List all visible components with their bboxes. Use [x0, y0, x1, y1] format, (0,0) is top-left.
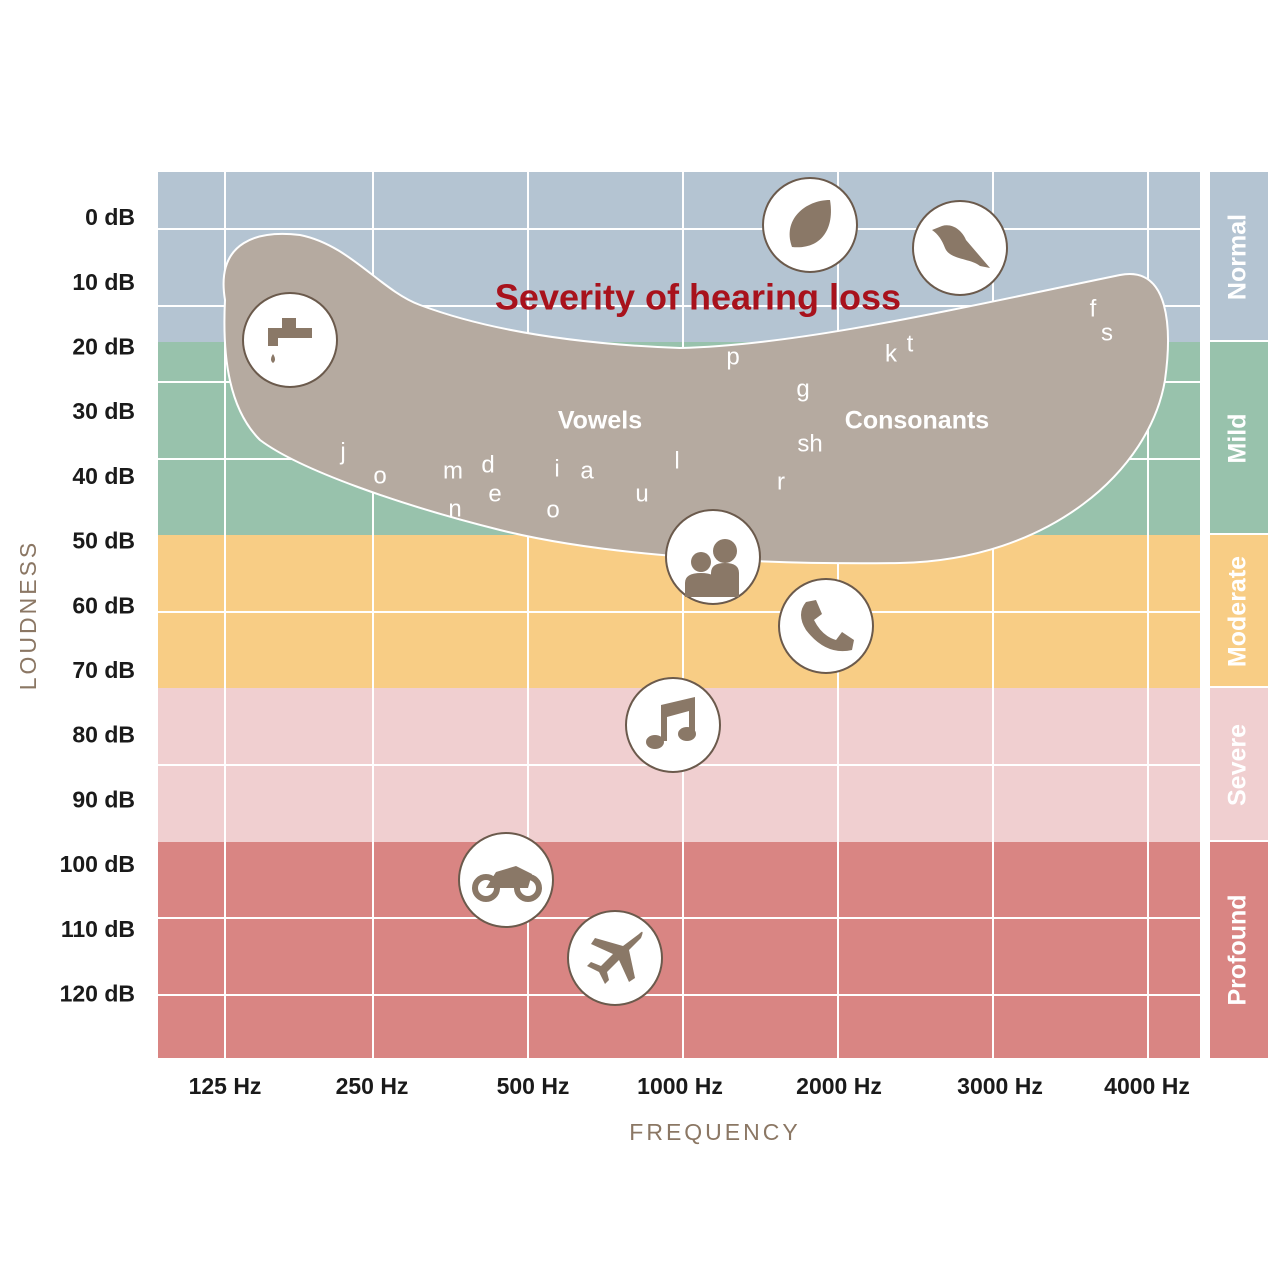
y-tick-label: 50 dB [72, 528, 135, 554]
speech-sound: o [373, 462, 386, 489]
speech-sound: i [554, 455, 559, 482]
icon-bg [248, 298, 332, 382]
band-tab [1210, 842, 1268, 1058]
speech-sound: n [448, 495, 461, 522]
shape [678, 727, 696, 741]
y-tick-label: 120 dB [60, 980, 135, 1006]
speech-sound: u [635, 480, 648, 507]
shape [646, 735, 664, 749]
speech-sound: r [777, 468, 785, 495]
band-label: Profound [1224, 894, 1252, 1005]
shape [691, 552, 711, 572]
y-axis-title: LOUDNESS [15, 540, 41, 691]
speech-sound: g [796, 375, 809, 402]
shape [486, 866, 532, 888]
speech-sound: a [580, 457, 594, 484]
shape [789, 200, 831, 248]
shape [661, 697, 695, 741]
y-tick-label: 0 dB [85, 204, 135, 230]
severity-band [158, 842, 1200, 1058]
shape [268, 328, 312, 338]
speech-sound: sh [797, 430, 822, 457]
region-label: Consonants [845, 407, 989, 435]
airplane-icon [567, 910, 663, 1006]
icon-bg [631, 683, 715, 767]
speech-sound: t [907, 330, 914, 357]
people-icon [665, 509, 761, 605]
y-tick-label: 90 dB [72, 786, 135, 812]
bird-icon [912, 200, 1008, 296]
chart-title: Severity of hearing loss [495, 277, 901, 318]
band-tab [1210, 688, 1268, 840]
speech-sound: o [546, 496, 559, 523]
x-tick-label: 125 Hz [189, 1073, 262, 1099]
shape [932, 225, 990, 268]
speech-sound: k [885, 340, 898, 367]
y-tick-label: 40 dB [72, 463, 135, 489]
shape [713, 539, 737, 563]
speech-sound: p [726, 343, 739, 370]
x-tick-label: 500 Hz [497, 1073, 570, 1099]
y-tick-label: 80 dB [72, 722, 135, 748]
shape [268, 328, 278, 346]
y-tick-label: 110 dB [61, 916, 135, 942]
x-tick-label: 4000 Hz [1104, 1073, 1190, 1099]
band-label: Mild [1224, 414, 1252, 464]
speech-area [222, 232, 1169, 565]
speech-sound: l [674, 447, 679, 474]
shape [685, 563, 739, 597]
faucet-icon [242, 292, 338, 388]
icon-bg [784, 584, 868, 668]
x-tick-label: 3000 Hz [957, 1073, 1043, 1099]
y-tick-label: 10 dB [72, 269, 135, 295]
band-tab [1210, 342, 1268, 533]
speech-sound: d [481, 451, 494, 478]
shape [282, 318, 296, 328]
x-axis-title: FREQUENCY [629, 1119, 800, 1145]
x-tick-label: 2000 Hz [796, 1073, 882, 1099]
x-tick-label: 1000 Hz [637, 1073, 723, 1099]
band-label: Severe [1224, 724, 1252, 806]
x-tick-label: 250 Hz [336, 1073, 409, 1099]
shape [271, 354, 275, 363]
phone-icon [778, 578, 874, 674]
speech-sound: s [1101, 319, 1113, 346]
motorcycle-icon [458, 832, 554, 928]
y-tick-label: 100 dB [60, 851, 135, 877]
y-tick-label: 60 dB [72, 592, 135, 618]
speech-sound: j [339, 438, 345, 465]
band-label: Moderate [1224, 556, 1252, 667]
y-tick-label: 20 dB [72, 333, 135, 359]
leaf-icon [762, 177, 858, 273]
speech-sound: m [443, 457, 463, 484]
band-label: Normal [1224, 214, 1252, 300]
speech-sound: e [488, 480, 501, 507]
shape [801, 600, 854, 652]
speech-sound: f [1090, 295, 1097, 322]
y-tick-label: 70 dB [72, 657, 135, 683]
music-icon [625, 677, 721, 773]
shape [587, 931, 643, 984]
y-tick-label: 30 dB [72, 398, 135, 424]
band-tab [1210, 535, 1268, 686]
band-tab [1210, 172, 1268, 340]
region-label: Vowels [558, 407, 642, 435]
